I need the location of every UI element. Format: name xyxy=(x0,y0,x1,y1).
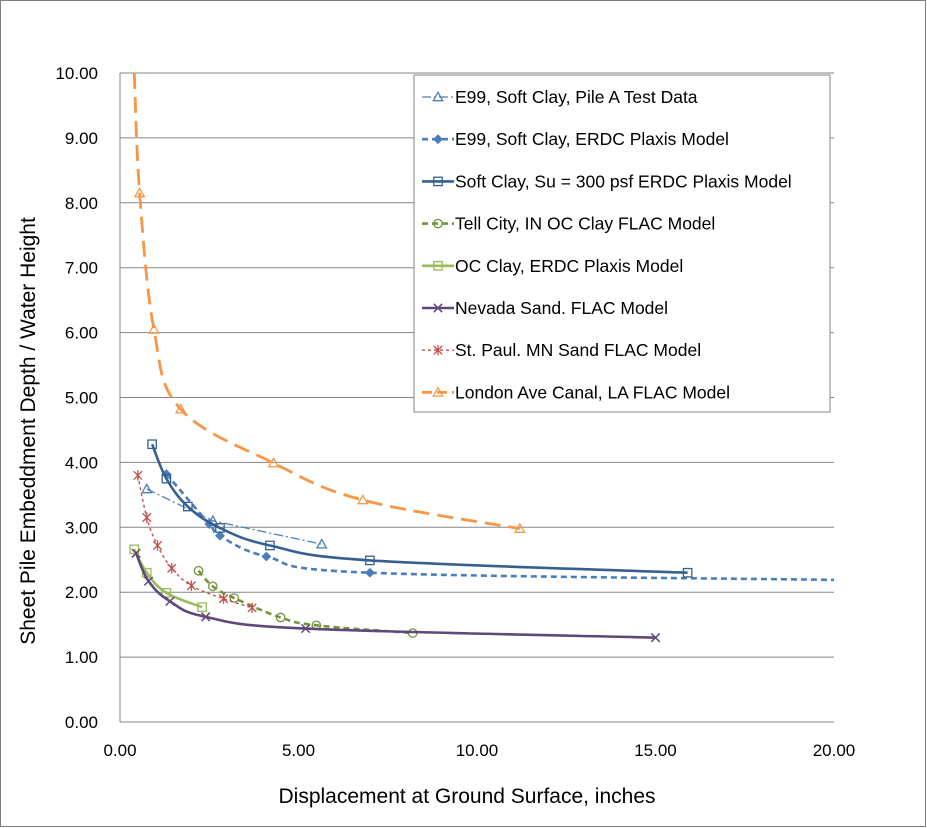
data-point xyxy=(147,439,157,450)
legend-item: Nevada Sand. FLAC Model xyxy=(422,298,668,318)
data-point xyxy=(161,473,172,484)
y-tick-label: 7.00 xyxy=(65,259,98,278)
data-point xyxy=(186,580,197,591)
legend-marker xyxy=(433,218,443,229)
data-point xyxy=(142,512,152,523)
legend-item: Soft Clay, Su = 300 psf ERDC Plaxis Mode… xyxy=(422,171,792,191)
legend-item: E99, Soft Clay, Pile A Test Data xyxy=(422,87,698,107)
legend-item: OC Clay, ERDC Plaxis Model xyxy=(422,256,683,276)
data-point xyxy=(215,530,225,541)
data-point xyxy=(143,576,154,586)
data-point xyxy=(247,602,257,613)
x-tick-label: 5.00 xyxy=(282,741,315,760)
y-tick-label: 5.00 xyxy=(65,389,98,408)
data-point xyxy=(182,501,193,512)
legend-marker xyxy=(432,90,444,102)
legend-label: Nevada Sand. FLAC Model xyxy=(455,298,668,318)
data-point xyxy=(215,523,225,533)
legend-marker xyxy=(433,134,443,145)
legend-item: E99, Soft Clay, ERDC Plaxis Model xyxy=(422,129,729,149)
y-tick-label: 9.00 xyxy=(65,129,98,148)
legend-label: E99, Soft Clay, ERDC Plaxis Model xyxy=(455,129,729,149)
data-point xyxy=(365,555,375,566)
legend-label: Soft Clay, Su = 300 psf ERDC Plaxis Mode… xyxy=(455,171,792,191)
data-point xyxy=(165,596,175,607)
x-tick-label: 10.00 xyxy=(456,741,499,760)
y-tick-label: 10.00 xyxy=(55,64,98,83)
data-point xyxy=(148,323,160,334)
data-point xyxy=(133,187,146,198)
data-point xyxy=(218,593,229,604)
y-tick-label: 2.00 xyxy=(65,583,98,602)
data-point xyxy=(364,567,375,578)
y-tick-label: 1.00 xyxy=(65,648,98,667)
y-tick-label: 4.00 xyxy=(65,453,98,472)
series-6 xyxy=(131,548,661,643)
series-line xyxy=(132,72,521,530)
data-point xyxy=(356,494,369,505)
legend-item: London Ave Canal, LA FLAC Model xyxy=(422,382,730,402)
y-tick-label: 6.00 xyxy=(65,324,98,343)
data-point xyxy=(152,540,163,551)
legend-marker xyxy=(433,303,443,313)
legend-marker xyxy=(433,345,443,356)
legend-marker xyxy=(433,260,443,271)
data-point xyxy=(207,581,218,592)
data-point xyxy=(315,538,328,549)
x-tick-label: 0.00 xyxy=(103,741,136,760)
series-line xyxy=(197,569,413,635)
data-point xyxy=(229,593,240,603)
legend-label: Tell City, IN OC Clay FLAC Model xyxy=(455,214,715,234)
y-axis-title: Sheet Pile Embeddment Depth / Water Heig… xyxy=(17,217,40,645)
legend-label: OC Clay, ERDC Plaxis Model xyxy=(455,256,683,276)
data-point xyxy=(275,612,286,623)
x-tick-label: 20.00 xyxy=(813,741,856,760)
legend-item: St. Paul. MN Sand FLAC Model xyxy=(422,340,701,360)
data-point xyxy=(300,623,311,634)
data-point xyxy=(267,457,280,468)
y-tick-label: 3.00 xyxy=(65,518,98,537)
data-point xyxy=(129,544,140,555)
y-tick-label: 0.00 xyxy=(65,713,98,732)
data-point xyxy=(682,567,693,578)
data-point xyxy=(514,522,526,533)
data-point xyxy=(197,602,207,612)
series-group xyxy=(129,72,835,643)
data-point xyxy=(200,612,211,622)
data-point xyxy=(140,482,153,494)
data-point xyxy=(193,565,204,576)
legend-item: Tell City, IN OC Clay FLAC Model xyxy=(422,214,715,234)
legend-label: E99, Soft Clay, Pile A Test Data xyxy=(455,87,698,107)
series-3 xyxy=(147,439,693,578)
legend-box xyxy=(413,74,831,413)
x-tick-label: 15.00 xyxy=(634,741,677,760)
y-tick-label: 8.00 xyxy=(65,194,98,213)
legend-label: St. Paul. MN Sand FLAC Model xyxy=(455,340,701,360)
legend: E99, Soft Clay, Pile A Test Data E99, Sof… xyxy=(413,74,831,413)
data-point xyxy=(167,562,177,574)
data-point xyxy=(174,403,187,414)
series-line xyxy=(146,488,322,545)
legend-label: London Ave Canal, LA FLAC Model xyxy=(455,382,730,402)
legend-marker xyxy=(432,386,444,397)
series-7 xyxy=(133,470,257,613)
data-point xyxy=(261,551,272,562)
x-axis-title: Displacement at Ground Surface, inches xyxy=(278,785,655,808)
series-8 xyxy=(132,72,526,533)
legend-marker xyxy=(433,176,443,187)
data-point xyxy=(133,470,143,481)
data-point xyxy=(265,540,275,551)
axes: Displacement at Ground Surface, inches S… xyxy=(17,64,855,808)
data-point xyxy=(650,632,661,643)
data-point xyxy=(131,548,141,558)
